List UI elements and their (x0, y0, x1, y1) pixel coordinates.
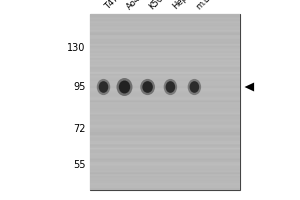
Text: 95: 95 (73, 82, 86, 92)
Ellipse shape (119, 81, 130, 94)
Ellipse shape (164, 79, 177, 95)
Polygon shape (244, 83, 254, 91)
Ellipse shape (166, 81, 175, 93)
Ellipse shape (188, 79, 201, 95)
Text: Ao482: Ao482 (124, 0, 150, 11)
Ellipse shape (116, 78, 133, 96)
Ellipse shape (142, 81, 153, 93)
Ellipse shape (97, 79, 110, 95)
Bar (90, 14, 240, 190)
Text: HepG2: HepG2 (170, 0, 197, 11)
Ellipse shape (140, 79, 155, 95)
Text: 55: 55 (73, 160, 85, 170)
Text: m.Bladder: m.Bladder (194, 0, 232, 11)
Text: 130: 130 (67, 43, 86, 53)
Ellipse shape (99, 81, 108, 93)
Text: 72: 72 (73, 124, 85, 134)
Text: K562: K562 (148, 0, 169, 11)
Text: T47D: T47D (103, 0, 125, 11)
Ellipse shape (190, 81, 199, 93)
